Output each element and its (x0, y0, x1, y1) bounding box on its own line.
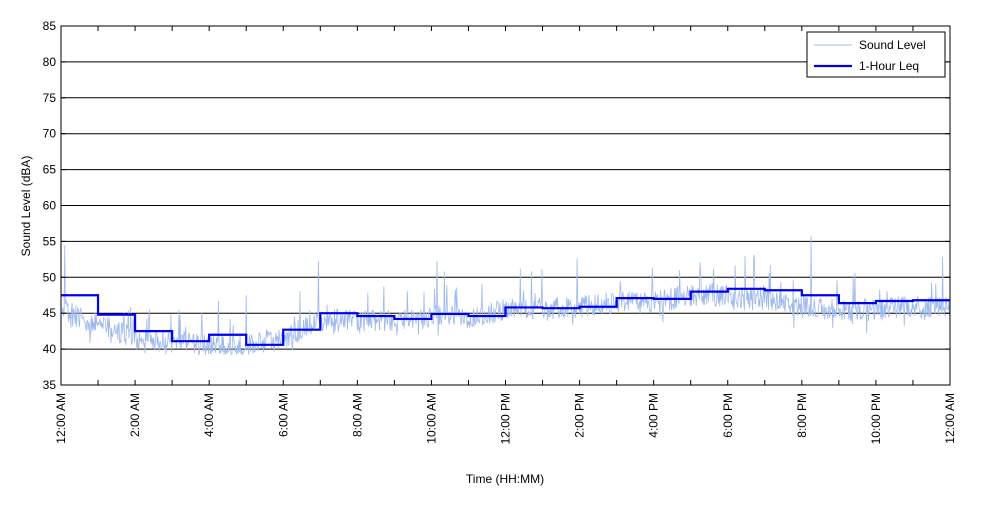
y-tick-label: 75 (43, 91, 57, 105)
x-axis-ticks: 12:00 AM 2:00 AM 4:00 AM 6:00 AM 8:00 AM 10:0… (54, 26, 957, 444)
y-axis-label: Sound Level (dBA) (19, 156, 33, 257)
x-tick-label: 12:00 AM (54, 393, 68, 444)
legend-label-leq: 1-Hour Leq (859, 59, 919, 73)
leq-step-line (61, 287, 950, 346)
x-tick-label: 4:00 PM (647, 393, 661, 438)
y-tick-label: 45 (43, 306, 57, 320)
y-tick-label: 35 (43, 378, 57, 392)
x-tick-label: 10:00 PM (869, 393, 883, 444)
y-tick-label: 60 (43, 199, 57, 213)
x-tick-label: 10:00 AM (424, 393, 438, 444)
x-tick-label: 6:00 PM (721, 393, 735, 438)
y-tick-label: 85 (43, 19, 57, 33)
x-axis-label: Time (HH:MM) (466, 472, 544, 486)
legend: Sound Level 1-Hour Leq (806, 31, 946, 78)
x-tick-label: 8:00 AM (350, 393, 364, 437)
leq-series (61, 287, 950, 346)
y-tick-label: 70 (43, 127, 57, 141)
legend-label-sound-level: Sound Level (859, 38, 926, 52)
y-axis-ticks: 35 40 45 50 55 60 65 70 75 80 85 (43, 19, 950, 392)
x-tick-label: 12:00 PM (499, 393, 513, 444)
y-tick-label: 80 (43, 55, 57, 69)
y-tick-label: 55 (43, 234, 57, 248)
x-tick-label: 4:00 AM (202, 393, 216, 437)
x-tick-label: 2:00 PM (573, 393, 587, 438)
x-tick-label: 6:00 AM (276, 393, 290, 437)
legend-box (806, 31, 946, 78)
x-tick-label: 8:00 PM (795, 393, 809, 438)
y-tick-label: 40 (43, 342, 57, 356)
x-tick-label: 12:00 AM (943, 393, 957, 444)
y-tick-label: 50 (43, 270, 57, 284)
x-tick-label: 2:00 AM (128, 393, 142, 437)
y-tick-label: 65 (43, 163, 57, 177)
